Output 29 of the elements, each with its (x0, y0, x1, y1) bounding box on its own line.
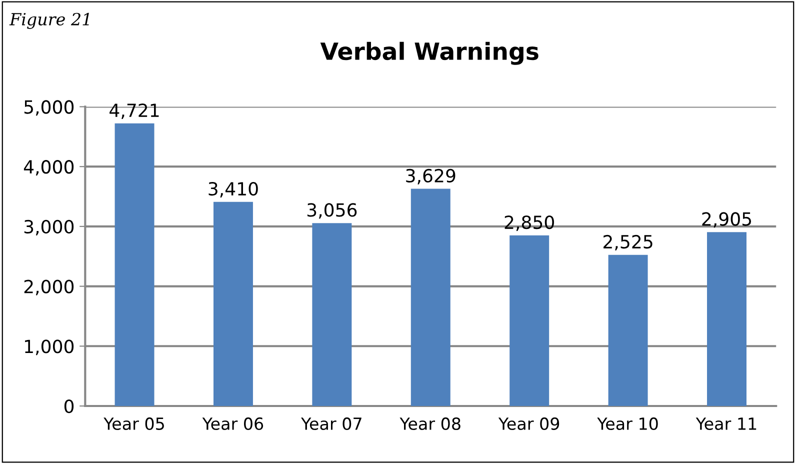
data-label: 2,525 (604, 234, 652, 250)
chart-title: Verbal Warnings (320, 42, 538, 65)
y-tick-label: 2,000 (24, 280, 74, 296)
data-label: 2,850 (504, 215, 554, 231)
data-label: 4,721 (110, 103, 159, 119)
x-tick-label: Year 05 (104, 417, 164, 430)
data-label: 3,629 (406, 168, 456, 184)
y-tick-label: 0 (64, 399, 74, 414)
bar (114, 123, 154, 406)
y-tick-label: 5,000 (24, 100, 74, 116)
bar (312, 223, 352, 406)
y-tick-label: 1,000 (25, 340, 74, 356)
x-tick-label: Year 07 (301, 417, 362, 430)
bar (510, 235, 550, 406)
x-tick-label: Year 06 (202, 417, 264, 430)
x-tick-label: Year 09 (498, 417, 560, 430)
y-tick-label: 4,000 (24, 160, 74, 176)
bar (213, 202, 253, 406)
bar (707, 232, 746, 406)
bar (608, 254, 648, 406)
x-tick-label: Year 11 (696, 418, 756, 430)
bar (410, 188, 450, 406)
x-tick-label: Year 10 (597, 417, 658, 430)
x-tick-label: Year 08 (400, 417, 460, 430)
y-tick-label: 3,000 (24, 220, 74, 236)
data-label: 3,056 (307, 203, 357, 219)
data-label: 2,905 (702, 212, 752, 228)
data-label: 3,410 (208, 182, 258, 198)
caption: Figure 21 (9, 12, 89, 29)
